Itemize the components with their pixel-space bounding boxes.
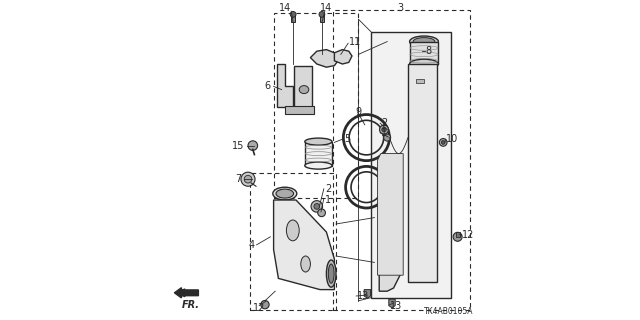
- Bar: [416, 79, 424, 83]
- Bar: [294, 66, 312, 110]
- Ellipse shape: [326, 260, 336, 287]
- Text: FR.: FR.: [181, 300, 200, 310]
- Circle shape: [381, 127, 387, 132]
- Circle shape: [318, 209, 326, 217]
- Polygon shape: [388, 299, 396, 308]
- Polygon shape: [378, 154, 403, 275]
- Ellipse shape: [276, 189, 294, 198]
- Bar: [291, 14, 295, 22]
- FancyArrow shape: [174, 288, 198, 298]
- Text: 3: 3: [397, 3, 403, 13]
- Text: 8: 8: [426, 46, 432, 56]
- Circle shape: [314, 204, 320, 209]
- Bar: [456, 232, 460, 237]
- Bar: [285, 106, 314, 114]
- Bar: [371, 32, 451, 298]
- Polygon shape: [334, 50, 352, 64]
- Text: 4: 4: [248, 240, 254, 250]
- Text: 2: 2: [325, 184, 331, 194]
- Text: 13: 13: [390, 300, 403, 311]
- Circle shape: [453, 232, 462, 241]
- Bar: [410, 42, 438, 64]
- Bar: [408, 64, 437, 282]
- Text: 9: 9: [355, 107, 362, 117]
- Ellipse shape: [300, 86, 309, 94]
- Circle shape: [311, 201, 323, 212]
- Ellipse shape: [301, 256, 310, 272]
- Ellipse shape: [287, 220, 299, 241]
- Polygon shape: [310, 50, 339, 67]
- Text: 11: 11: [349, 36, 361, 47]
- Text: 13: 13: [357, 291, 369, 301]
- Circle shape: [241, 172, 255, 186]
- Polygon shape: [380, 256, 400, 291]
- Circle shape: [384, 134, 390, 141]
- Circle shape: [261, 300, 269, 309]
- Ellipse shape: [413, 38, 435, 46]
- Text: 15: 15: [232, 140, 245, 151]
- Text: 1: 1: [325, 195, 331, 205]
- Text: 14: 14: [278, 3, 291, 13]
- Polygon shape: [277, 64, 292, 107]
- Text: 14: 14: [320, 3, 333, 13]
- Circle shape: [319, 12, 325, 17]
- Text: 2: 2: [381, 118, 387, 128]
- Ellipse shape: [305, 162, 332, 169]
- Text: 7: 7: [236, 174, 242, 184]
- Text: 12: 12: [462, 230, 475, 240]
- Text: 10: 10: [447, 134, 459, 144]
- Text: 6: 6: [264, 81, 270, 92]
- Circle shape: [380, 125, 388, 134]
- Ellipse shape: [410, 59, 438, 69]
- Polygon shape: [364, 290, 371, 298]
- Ellipse shape: [273, 187, 297, 200]
- Circle shape: [291, 12, 296, 17]
- Polygon shape: [274, 200, 334, 290]
- Text: 5: 5: [344, 134, 350, 144]
- Circle shape: [248, 141, 258, 150]
- Text: TK4AB0105A: TK4AB0105A: [424, 307, 474, 316]
- Ellipse shape: [410, 36, 438, 47]
- Text: 12: 12: [253, 303, 266, 313]
- Circle shape: [442, 140, 445, 144]
- Text: 1: 1: [381, 128, 387, 138]
- Ellipse shape: [305, 138, 332, 145]
- Bar: [320, 14, 324, 22]
- Bar: [305, 142, 332, 166]
- Circle shape: [440, 139, 447, 146]
- Circle shape: [244, 175, 252, 183]
- Ellipse shape: [328, 264, 334, 283]
